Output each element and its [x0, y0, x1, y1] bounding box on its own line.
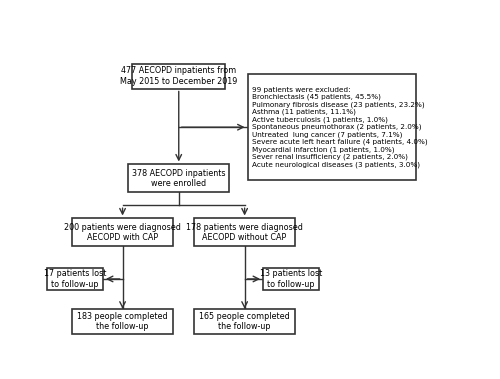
FancyBboxPatch shape [194, 309, 295, 334]
FancyBboxPatch shape [132, 64, 225, 89]
Text: 13 patients lost
to follow-up: 13 patients lost to follow-up [260, 269, 322, 289]
FancyBboxPatch shape [194, 218, 295, 246]
Text: 378 AECOPD inpatients
were enrolled: 378 AECOPD inpatients were enrolled [132, 169, 226, 188]
Text: 165 people completed
the follow-up: 165 people completed the follow-up [199, 312, 290, 331]
Text: 17 patients lost
to follow-up: 17 patients lost to follow-up [44, 269, 106, 289]
FancyBboxPatch shape [263, 268, 319, 290]
Text: 178 patients were diagnosed
AECOPD without CAP: 178 patients were diagnosed AECOPD witho… [186, 222, 303, 242]
FancyBboxPatch shape [72, 309, 173, 334]
FancyBboxPatch shape [72, 218, 173, 246]
FancyBboxPatch shape [47, 268, 103, 290]
Text: 477 AECOPD inpatients from
May 2015 to December 2019: 477 AECOPD inpatients from May 2015 to D… [120, 66, 238, 86]
Text: 183 people completed
the follow-up: 183 people completed the follow-up [77, 312, 168, 331]
Text: 99 patients were excluded:
Bronchiectasis (45 patients, 45.5%)
Pulmonary fibrosi: 99 patients were excluded: Bronchiectasi… [252, 87, 428, 168]
FancyBboxPatch shape [128, 164, 229, 192]
Text: 200 patients were diagnosed
AECOPD with CAP: 200 patients were diagnosed AECOPD with … [64, 222, 181, 242]
FancyBboxPatch shape [248, 74, 416, 180]
